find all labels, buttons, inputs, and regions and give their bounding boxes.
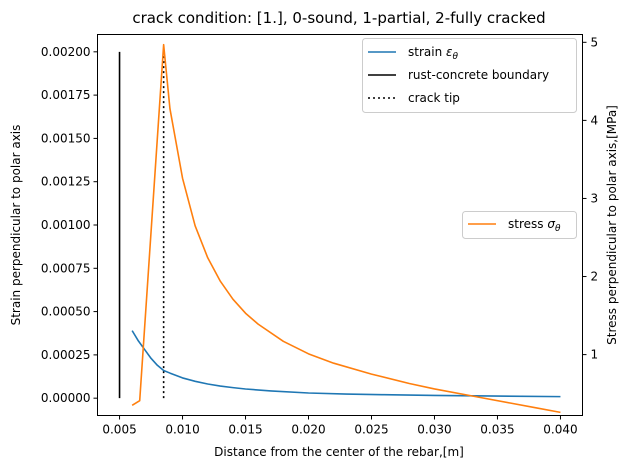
x-axis-label: Distance from the center of the rebar,[m… xyxy=(214,445,464,459)
legend-label-subscript: θ xyxy=(453,52,459,62)
left-y-tick-label: 0.00050 xyxy=(41,305,91,319)
left-y-axis-ticks: 0.00000 0.00025 0.00050 0.00075 0.00100 0.001… xyxy=(41,45,98,405)
legend-box xyxy=(362,38,577,113)
right-y-tick-label: 4 xyxy=(591,113,599,127)
right-y-axis-ticks: 1 2 3 4 5 xyxy=(582,35,599,362)
x-tick-label: 0.020 xyxy=(291,423,325,437)
left-y-tick-label: 0.00125 xyxy=(41,175,91,189)
legend-label-math: σ xyxy=(547,217,555,231)
x-tick-label: 0.040 xyxy=(543,423,577,437)
x-tick-label: 0.025 xyxy=(354,423,388,437)
x-tick-label: 0.005 xyxy=(102,423,136,437)
legend-label: strain εθ xyxy=(408,45,459,62)
x-tick-label: 0.030 xyxy=(417,423,451,437)
x-axis-ticks: 0.005 0.010 0.015 0.020 0.025 0.030 0.035 0.040 xyxy=(102,415,578,437)
x-tick-label: 0.035 xyxy=(480,423,514,437)
left-y-tick-label: 0.00175 xyxy=(41,88,91,102)
legend-label: rust-concrete boundary xyxy=(408,68,549,82)
right-y-tick-label: 5 xyxy=(591,35,599,49)
legend-label-text: rust-concrete boundary xyxy=(408,68,549,82)
right-y-axis-label: Stress perpendicular to polar axis,[MPa] xyxy=(605,105,619,345)
left-y-tick-label: 0.00100 xyxy=(41,218,91,232)
left-y-axis-label: Strain perpendicular to polar axis xyxy=(9,125,23,326)
series-layer xyxy=(118,43,561,414)
left-y-tick-label: 0.00150 xyxy=(41,131,91,145)
legend-label-text: crack tip xyxy=(408,91,460,105)
right-y-tick-label: 3 xyxy=(591,191,599,205)
left-y-tick-label: 0.00000 xyxy=(41,391,91,405)
legend-label-text: stress xyxy=(508,217,547,231)
legend-right: stress σθ xyxy=(462,211,577,239)
strain-series-line xyxy=(131,330,561,398)
chart-title: crack condition: [1.], 0-sound, 1-partia… xyxy=(132,9,545,27)
right-y-tick-label: 1 xyxy=(591,348,599,362)
legend-top-right: strain εθ rust-concrete boundary crack tip xyxy=(362,38,577,113)
legend-label-math: ε xyxy=(446,45,453,59)
left-y-tick-label: 0.00075 xyxy=(41,261,91,275)
right-y-tick-label: 2 xyxy=(591,270,599,284)
legend-label-subscript: θ xyxy=(555,224,561,234)
legend-label: stress σθ xyxy=(508,217,561,234)
legend-label: crack tip xyxy=(408,91,460,105)
x-tick-label: 0.010 xyxy=(165,423,199,437)
legend-box xyxy=(462,211,577,239)
left-y-tick-label: 0.00200 xyxy=(41,45,91,59)
x-tick-label: 0.015 xyxy=(228,423,262,437)
legend-label-text: strain xyxy=(408,45,446,59)
stress-series-line xyxy=(131,43,561,414)
left-y-tick-label: 0.00025 xyxy=(41,348,91,362)
